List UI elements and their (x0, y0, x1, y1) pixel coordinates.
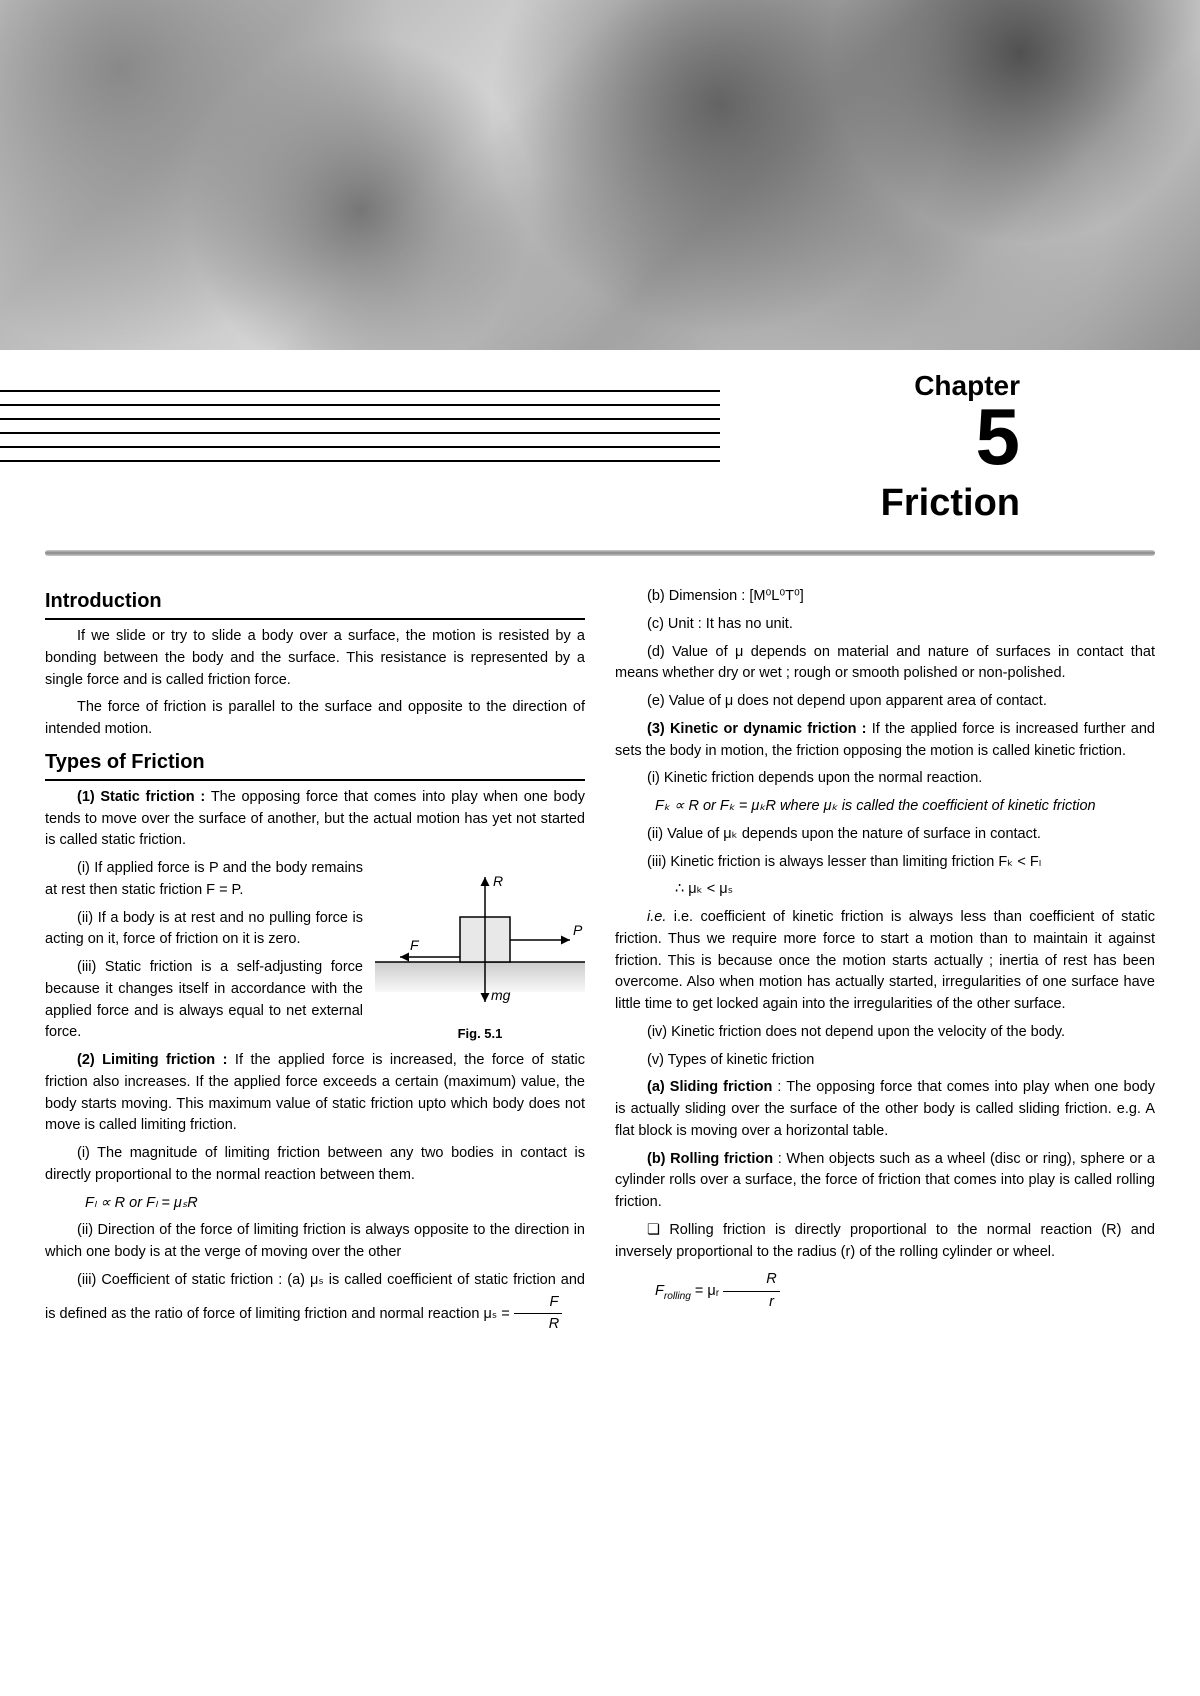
decorative-lines (0, 390, 720, 480)
limiting-ii: (ii) Direction of the force of limiting … (45, 1220, 585, 1264)
kinetic-v: (v) Types of kinetic friction (615, 1050, 1155, 1072)
label-P: P (573, 922, 583, 938)
formula-Fl: Fₗ ∝ R or Fₗ = μₛR (45, 1193, 585, 1215)
limiting-iii: (iii) Coefficient of static friction : (… (45, 1270, 585, 1336)
intro-p1: If we slide or try to slide a body over … (45, 626, 585, 691)
label-R: R (493, 873, 503, 889)
types-heading: Types of Friction (45, 747, 585, 781)
value-d: (d) Value of μ depends on material and n… (615, 642, 1155, 686)
content-columns: Introduction If we slide or try to slide… (0, 556, 1200, 1366)
formula-Fk: Fₖ ∝ R or Fₖ = μₖR where μₖ is called th… (615, 796, 1155, 818)
unit: (c) Unit : It has no unit. (615, 614, 1155, 636)
figure-5-1: R P F mg Fig. 5.1 (375, 862, 585, 1043)
limiting-i: (i) The magnitude of limiting friction b… (45, 1143, 585, 1187)
figure-caption: Fig. 5.1 (375, 1024, 585, 1044)
kinetic-iii: (iii) Kinetic friction is always lesser … (615, 852, 1155, 874)
sliding-p: (a) Sliding friction : The opposing forc… (615, 1077, 1155, 1142)
label-F: F (410, 937, 420, 953)
kinetic-iv: (iv) Kinetic friction does not depend up… (615, 1022, 1155, 1044)
formula-rolling: Frolling = μᵣ Rr (615, 1269, 1155, 1314)
static-friction-p: (1) Static friction : The opposing force… (45, 787, 585, 852)
kinetic-p: (3) Kinetic or dynamic friction : If the… (615, 719, 1155, 763)
chapter-title: Friction (60, 482, 1020, 525)
rolling-p: (b) Rolling friction : When objects such… (615, 1149, 1155, 1214)
dimension: (b) Dimension : [M⁰L⁰T⁰] (615, 586, 1155, 608)
chapter-header: Chapter 5 Friction (0, 350, 1200, 535)
label-mg: mg (491, 987, 511, 1003)
rolling-note: ❏ Rolling friction is directly proportio… (615, 1220, 1155, 1264)
limiting-p: (2) Limiting friction : If the applied f… (45, 1050, 585, 1137)
banner-image (0, 0, 1200, 350)
therefore: ∴ μₖ < μₛ (615, 879, 1155, 901)
intro-heading: Introduction (45, 586, 585, 620)
value-e: (e) Value of μ does not depend upon appa… (615, 691, 1155, 713)
kinetic-ii: (ii) Value of μₖ depends upon the nature… (615, 824, 1155, 846)
ie-body: i.e. i.e. coefficient of kinetic frictio… (615, 907, 1155, 1016)
intro-p2: The force of friction is parallel to the… (45, 697, 585, 741)
kinetic-i: (i) Kinetic friction depends upon the no… (615, 768, 1155, 790)
